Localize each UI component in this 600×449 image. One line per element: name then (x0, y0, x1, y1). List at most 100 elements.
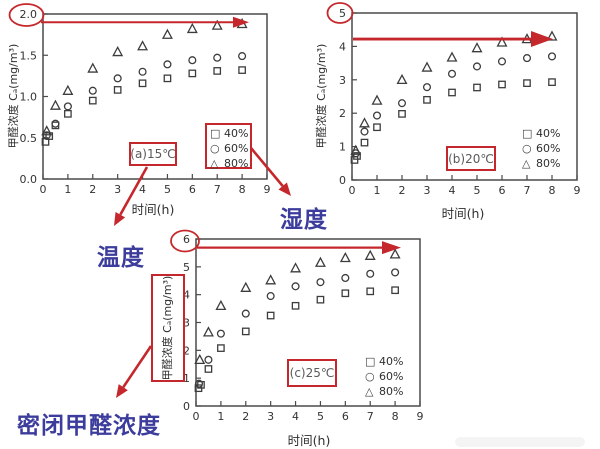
chart-a-point-60% (213, 53, 222, 62)
chart-b-point-80% (546, 30, 558, 41)
chart-a-x-tick-label: 4 (139, 183, 146, 196)
chart-b-point-40% (360, 138, 369, 147)
chart-a-x-tick-label: 6 (189, 183, 196, 196)
chart-a-point-80% (211, 19, 223, 30)
legend-item-40: □ 40% (365, 354, 403, 368)
triangle-marker-icon: △ (365, 384, 374, 398)
chart-a-circled-tick-ellipse-icon (8, 3, 45, 27)
legend-label: 80% (224, 156, 249, 170)
chart-c-y-tick-label: 5 (183, 261, 190, 274)
chart-a-point-60% (113, 74, 122, 83)
chart-b-red-arrow-head-icon (531, 31, 553, 48)
legend-label: 60% (536, 141, 561, 155)
chart-b-point-60% (372, 111, 382, 120)
legend-item-60: ○ 60% (210, 141, 248, 155)
chart-b-point-80% (396, 73, 408, 85)
chart-c-point-60% (266, 292, 275, 301)
chart-b-y-tick-label: 3 (339, 74, 346, 87)
chart-c-y-tick-label: 6 (183, 233, 190, 246)
chart-b-y-tick-label: 5 (339, 7, 346, 20)
chart-a-title: (a)15℃ (130, 147, 176, 161)
chart-a-x-tick-label: 1 (64, 183, 71, 196)
chart-a-point-60% (163, 60, 172, 69)
chart-b-point-60% (522, 54, 532, 63)
chart-a-x-tick-label: 2 (89, 183, 96, 196)
chart-c-point-40% (197, 380, 205, 389)
chart-c-point-40% (266, 311, 275, 320)
chart-b-x-tick-label: 5 (474, 184, 481, 197)
chart-c-point-60% (241, 309, 250, 318)
chart-a-y-axis-title: 甲醛浓度 Cₐ(mg/m³) (7, 43, 20, 149)
chart-c-point-40% (341, 289, 350, 298)
chart-a-red-arrow-head-icon (233, 16, 249, 28)
chart-a-point-60% (51, 119, 60, 128)
chart-c-point-40% (241, 327, 250, 336)
chart-a-point-40% (138, 79, 147, 88)
square-marker-icon: □ (210, 126, 221, 140)
legend-item-60: ○ 60% (365, 369, 403, 383)
chart-b-point-60% (547, 52, 557, 61)
chart-b-point-40% (398, 110, 406, 118)
chart-c-y-tick-label: 4 (183, 289, 190, 302)
chart-b-point-40% (523, 79, 531, 87)
chart-b-point-80% (359, 117, 370, 128)
chart-a-point-80% (161, 28, 173, 39)
chart-b-x-tick-label: 3 (424, 184, 431, 197)
chart-a-point-60% (238, 52, 247, 61)
chart-a-point-60% (63, 102, 72, 111)
chart-c-point-40% (316, 295, 325, 304)
arrow-to-humidity-icon (278, 182, 291, 196)
temperature-callout-label: 温度 (97, 245, 145, 271)
chart-b-point-60% (497, 57, 507, 66)
chart-b-x-tick-label: 4 (449, 184, 456, 197)
chart-a-point-80% (49, 99, 61, 110)
legend-item-40: □ 40% (522, 126, 560, 140)
legend-item-80: △ 80% (210, 156, 248, 170)
chart-b-y-tick-label: 0 (339, 174, 346, 187)
chart-c-x-tick-label: 6 (342, 410, 349, 423)
chart-a-point-80% (112, 45, 124, 57)
chart-b-point-60% (360, 127, 369, 136)
chart-a-point-80% (41, 125, 53, 136)
chart-c-ylabel-highlight-box (151, 274, 185, 382)
chart-c-title-box: (c)25℃ (287, 359, 337, 387)
arrow-to-temperature-icon (114, 211, 126, 226)
chart-c-point-60% (216, 329, 225, 338)
chart-c-x-tick-label: 3 (267, 410, 274, 423)
chart-a-y-tick-label: 1.0 (20, 91, 38, 104)
chart-a-point-40% (64, 109, 72, 118)
chart-b-point-40% (473, 83, 481, 92)
legend-label: 60% (379, 369, 404, 383)
chart-b-point-40% (423, 95, 431, 104)
chart-c-point-60% (366, 269, 375, 278)
triangle-marker-icon: △ (522, 156, 531, 170)
sealed-concentration-callout-label: 密闭甲醛浓度 (17, 413, 161, 439)
legend-label: 40% (379, 354, 404, 368)
chart-c-legend: □ 40% ○ 60% △ 80% (365, 354, 403, 398)
square-marker-icon: □ (365, 354, 376, 368)
chart-a-point-60% (188, 56, 197, 65)
square-marker-icon: □ (522, 126, 533, 140)
chart-c-circled-tick-ellipse-icon (170, 229, 200, 253)
chart-b-x-tick-label: 1 (374, 184, 381, 197)
chart-a-point-80% (62, 84, 74, 95)
chart-c-point-80% (339, 251, 351, 263)
chart-b-x-tick-label: 7 (524, 184, 531, 197)
chart-a-y-tick-label: 0.5 (20, 132, 38, 145)
chart-b-y-tick-label: 1 (339, 141, 346, 154)
chart-c-point-60% (194, 379, 204, 388)
chart-b-point-80% (421, 61, 433, 72)
watermark-smudge (455, 437, 585, 447)
chart-a-title-box: (a)15℃ (129, 142, 177, 166)
humidity-callout-label: 湿度 (280, 207, 328, 233)
chart-c-point-60% (316, 278, 325, 287)
chart-c-y-tick-label: 3 (183, 317, 190, 330)
chart-b-frame (351, 12, 578, 181)
chart-b-circled-tick-ellipse-icon (326, 2, 354, 24)
legend-item-60: ○ 60% (522, 141, 560, 155)
chart-b-point-60% (397, 99, 407, 108)
chart-a-x-tick-label: 0 (40, 183, 47, 196)
chart-a-x-tick-label: 8 (239, 183, 246, 196)
chart-a-point-60% (88, 86, 97, 95)
